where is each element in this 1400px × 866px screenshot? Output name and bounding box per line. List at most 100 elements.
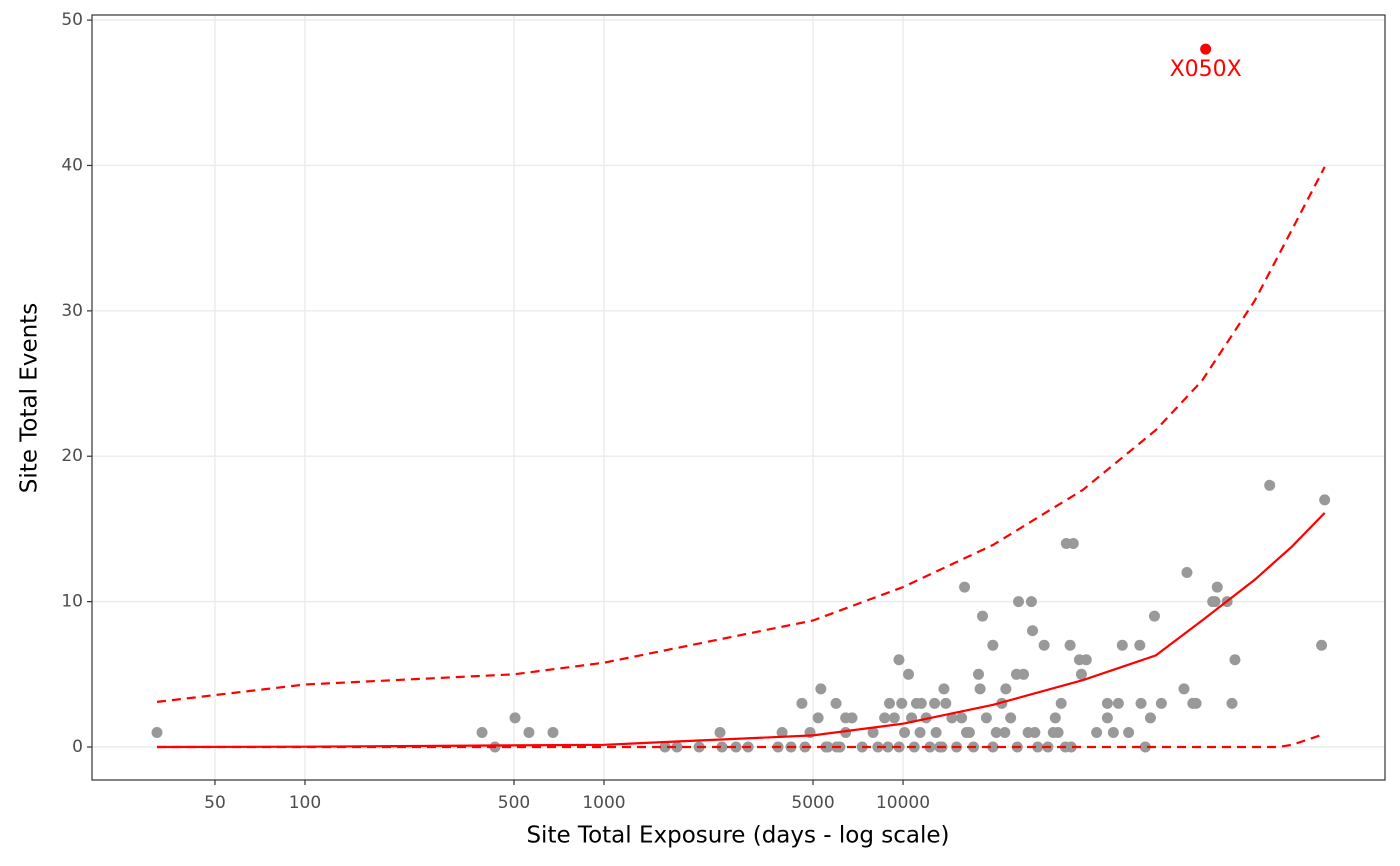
point [1139, 741, 1151, 753]
point [980, 712, 992, 724]
y-tick-label: 0 [72, 737, 83, 757]
x-tick-label: 500 [498, 793, 530, 813]
point [929, 697, 941, 709]
point [1178, 683, 1190, 695]
point [714, 726, 726, 738]
flagged-point [1200, 43, 1212, 55]
point [946, 712, 958, 724]
point [1022, 726, 1034, 738]
point [977, 610, 989, 622]
x-tick-label: 50 [204, 793, 226, 813]
point [716, 741, 728, 753]
point [959, 581, 971, 593]
point [1134, 639, 1146, 651]
point [1055, 697, 1067, 709]
point [1101, 712, 1113, 724]
point [879, 712, 891, 724]
point [509, 712, 521, 724]
point [914, 726, 926, 738]
point [1112, 697, 1124, 709]
point [1065, 741, 1077, 753]
x-tick-label: 1000 [582, 793, 625, 813]
point [1101, 697, 1113, 709]
x-tick-label: 10000 [876, 793, 930, 813]
point [1025, 596, 1037, 608]
point [896, 697, 908, 709]
point [846, 712, 858, 724]
point [1181, 567, 1193, 579]
point [547, 726, 559, 738]
point [1209, 596, 1221, 608]
point [1226, 697, 1238, 709]
point [1038, 639, 1050, 651]
point [960, 726, 972, 738]
point [1264, 479, 1276, 491]
point [1000, 683, 1012, 695]
x-tick-label: 100 [289, 793, 321, 813]
point [1052, 726, 1064, 738]
point [999, 726, 1011, 738]
point [1032, 741, 1044, 753]
point [1144, 712, 1156, 724]
point [940, 697, 952, 709]
point [796, 697, 808, 709]
y-tick-label: 20 [61, 446, 83, 466]
point [884, 697, 896, 709]
plot-panel [92, 15, 1385, 780]
point [888, 712, 900, 724]
point [1316, 639, 1328, 651]
point [1049, 712, 1061, 724]
point [1211, 581, 1223, 593]
point [938, 683, 950, 695]
point [476, 726, 488, 738]
point [812, 712, 824, 724]
point [1091, 726, 1103, 738]
point [671, 741, 683, 753]
point [1064, 639, 1076, 651]
point [899, 726, 911, 738]
y-tick-label: 50 [61, 10, 83, 30]
marks: X050X [151, 43, 1331, 753]
point [1005, 712, 1017, 724]
point [822, 741, 834, 753]
fit-line [156, 512, 1326, 749]
point [1075, 668, 1087, 680]
point [151, 726, 163, 738]
point [903, 668, 915, 680]
y-tick-label: 30 [61, 301, 83, 321]
point [882, 741, 894, 753]
point [1229, 654, 1241, 666]
point [1067, 537, 1079, 549]
flagged-label: X050X [1170, 57, 1242, 82]
point [973, 668, 985, 680]
point [815, 683, 827, 695]
x-axis-title: Site Total Exposure (days - log scale) [526, 823, 949, 849]
plot-border [91, 14, 1386, 781]
point [1116, 639, 1128, 651]
point [1123, 726, 1135, 738]
point [830, 697, 842, 709]
bound-line [156, 166, 1326, 703]
point [1319, 494, 1331, 506]
point [956, 712, 968, 724]
point [987, 639, 999, 651]
point [1155, 697, 1167, 709]
point [893, 654, 905, 666]
y-axis-title: Site Total Events [17, 303, 43, 493]
point [1080, 654, 1092, 666]
point [990, 726, 1002, 738]
point [915, 697, 927, 709]
grid [92, 15, 1385, 780]
x-tick-label: 5000 [791, 793, 834, 813]
y-tick-label: 10 [61, 592, 83, 612]
point [1107, 726, 1119, 738]
point [1135, 697, 1147, 709]
point [1190, 697, 1202, 709]
point [987, 741, 999, 753]
point [1027, 625, 1039, 637]
point [1013, 596, 1025, 608]
point [1018, 668, 1030, 680]
y-tick-label: 40 [61, 155, 83, 175]
point [523, 726, 535, 738]
